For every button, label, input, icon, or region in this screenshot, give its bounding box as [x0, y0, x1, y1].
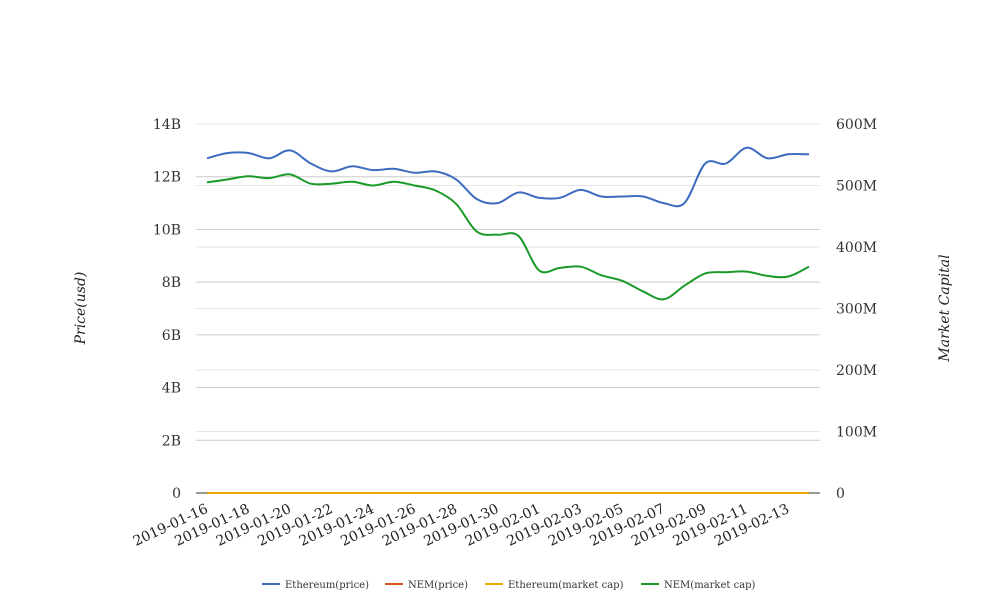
gridlines [196, 123, 820, 441]
y-tick-left: 4B [162, 381, 181, 397]
legend-label: Ethereum(price) [285, 580, 369, 591]
legend-label: NEM(market cap) [664, 580, 756, 591]
y-tick-left: 12B [153, 170, 181, 186]
y-tick-right: 300M [836, 302, 877, 318]
left-axis-ticks: 0 2B 4B 6B 8B 10B 12B 14B [153, 117, 181, 502]
y-axis-title-right: Market Capital [937, 254, 953, 362]
series-line-nem-market-cap [206, 173, 810, 301]
y-tick-right: 200M [836, 363, 877, 379]
y-tick-left: 0 [172, 486, 181, 502]
right-axis-ticks: 0 100M 200M 300M 400M 500M 600M [836, 117, 877, 502]
legend: Ethereum(price) NEM(price) Ethereum(market… [262, 580, 756, 591]
y-tick-left: 14B [153, 117, 181, 133]
y-tick-right: 0 [836, 486, 845, 502]
y-axis-title-left: Price(usd) [73, 272, 89, 346]
legend-label: Ethereum(market cap) [508, 580, 624, 591]
y-tick-left: 6B [162, 328, 181, 344]
series-lines [206, 146, 810, 495]
y-tick-right: 400M [836, 240, 877, 256]
x-axis-ticks: 2019-01-162019-01-182019-01-202019-01-22… [131, 501, 792, 550]
y-tick-left: 8B [162, 275, 181, 291]
y-tick-right: 500M [836, 179, 877, 195]
legend-label: NEM(price) [408, 580, 468, 591]
y-tick-left: 10B [153, 222, 181, 238]
series-line-ethereum-price [206, 146, 810, 208]
y-tick-right: 100M [836, 425, 877, 441]
y-tick-left: 2B [162, 433, 181, 449]
y-tick-right: 600M [836, 117, 877, 133]
